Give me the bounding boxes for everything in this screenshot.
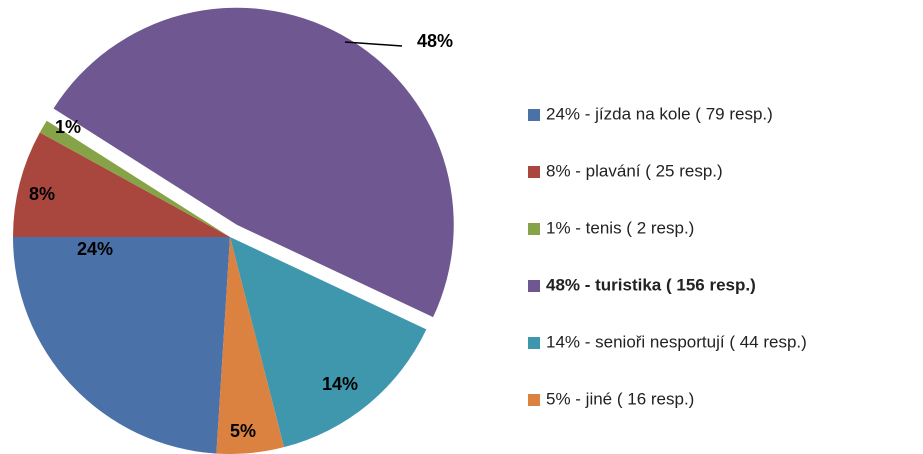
leader-line xyxy=(344,41,403,47)
pie-slice xyxy=(230,237,427,448)
data-label: 8% xyxy=(29,184,55,204)
data-label: 1% xyxy=(55,117,81,137)
data-label: 24% xyxy=(77,239,113,259)
legend-label: 1% - tenis ( 2 resp.) xyxy=(546,218,694,237)
pie-slice xyxy=(39,120,231,237)
pie-slice xyxy=(13,237,230,454)
data-label: 5% xyxy=(230,421,256,441)
legend-swatch xyxy=(528,109,540,121)
pie-slice xyxy=(216,237,284,454)
pie-slice xyxy=(53,7,454,318)
legend-label: 14% - senioři nesportují ( 44 resp.) xyxy=(546,332,807,351)
legend-label: 24% - jízda na kole ( 79 resp.) xyxy=(546,104,773,123)
legend-swatch xyxy=(528,223,540,235)
data-label: 14% xyxy=(322,374,358,394)
legend-swatch xyxy=(528,337,540,349)
legend-swatch xyxy=(528,166,540,178)
legend-label: 8% - plavání ( 25 resp.) xyxy=(546,161,723,180)
data-label: 48% xyxy=(417,31,453,51)
legend-swatch xyxy=(528,280,540,292)
pie-slice xyxy=(13,132,230,237)
legend-swatch xyxy=(528,394,540,406)
legend-label: 48% - turistika ( 156 resp.) xyxy=(546,275,756,294)
legend-label: 5% - jiné ( 16 resp.) xyxy=(546,389,694,408)
